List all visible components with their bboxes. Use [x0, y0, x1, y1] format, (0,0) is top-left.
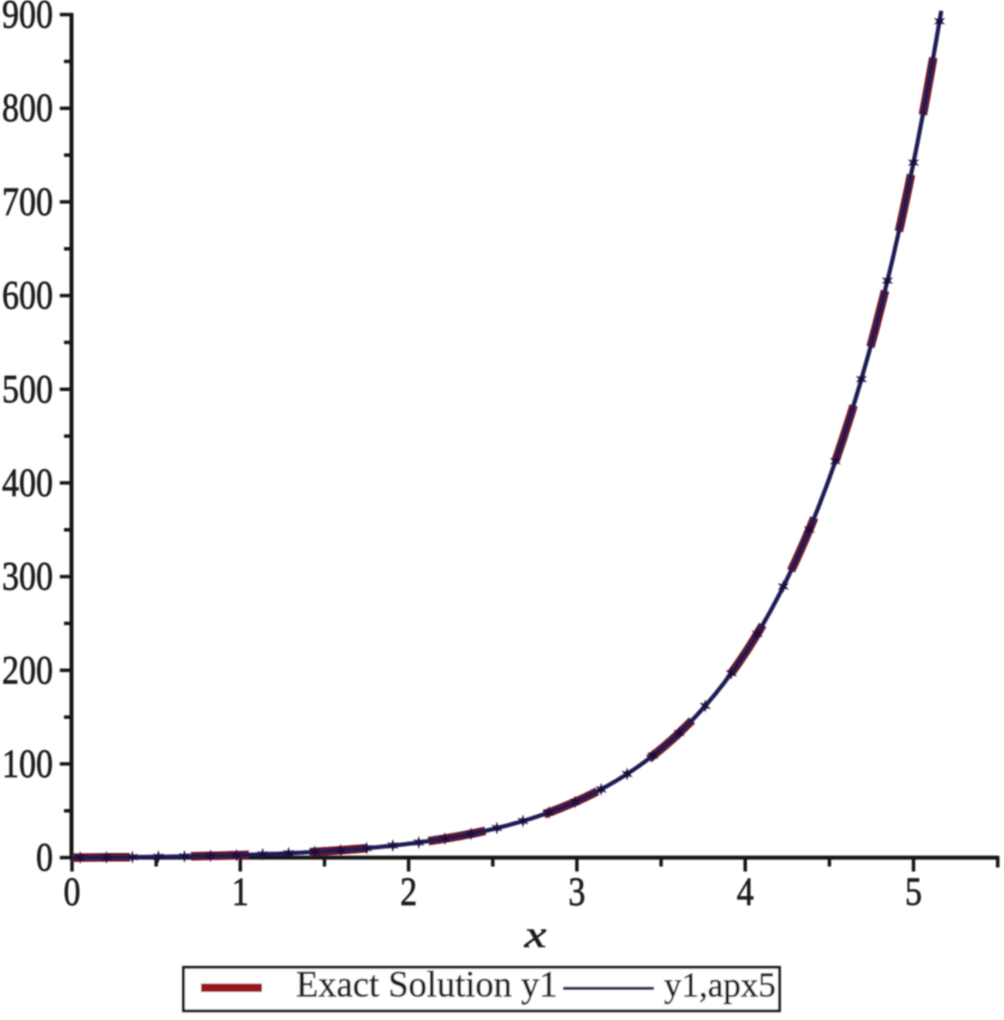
svg-text:5: 5: [905, 871, 922, 915]
svg-text:800: 800: [2, 87, 53, 131]
svg-text:0: 0: [36, 836, 53, 880]
svg-text:0: 0: [64, 871, 81, 915]
svg-text:100: 100: [2, 743, 53, 787]
svg-text:x: x: [523, 913, 547, 955]
svg-text:4: 4: [737, 871, 754, 915]
svg-text:1: 1: [232, 871, 249, 915]
svg-text:3: 3: [568, 871, 585, 915]
svg-text:200: 200: [2, 649, 53, 693]
svg-text:Exact Solution y1: Exact Solution y1: [296, 964, 558, 1005]
svg-text:300: 300: [2, 555, 53, 599]
svg-text:y1,apx5: y1,apx5: [664, 966, 776, 1005]
svg-text:900: 900: [2, 0, 53, 37]
svg-text:500: 500: [2, 368, 53, 412]
svg-text:600: 600: [2, 274, 53, 318]
svg-text:400: 400: [2, 462, 53, 506]
svg-text:700: 700: [2, 181, 53, 225]
svg-text:2: 2: [400, 871, 417, 915]
